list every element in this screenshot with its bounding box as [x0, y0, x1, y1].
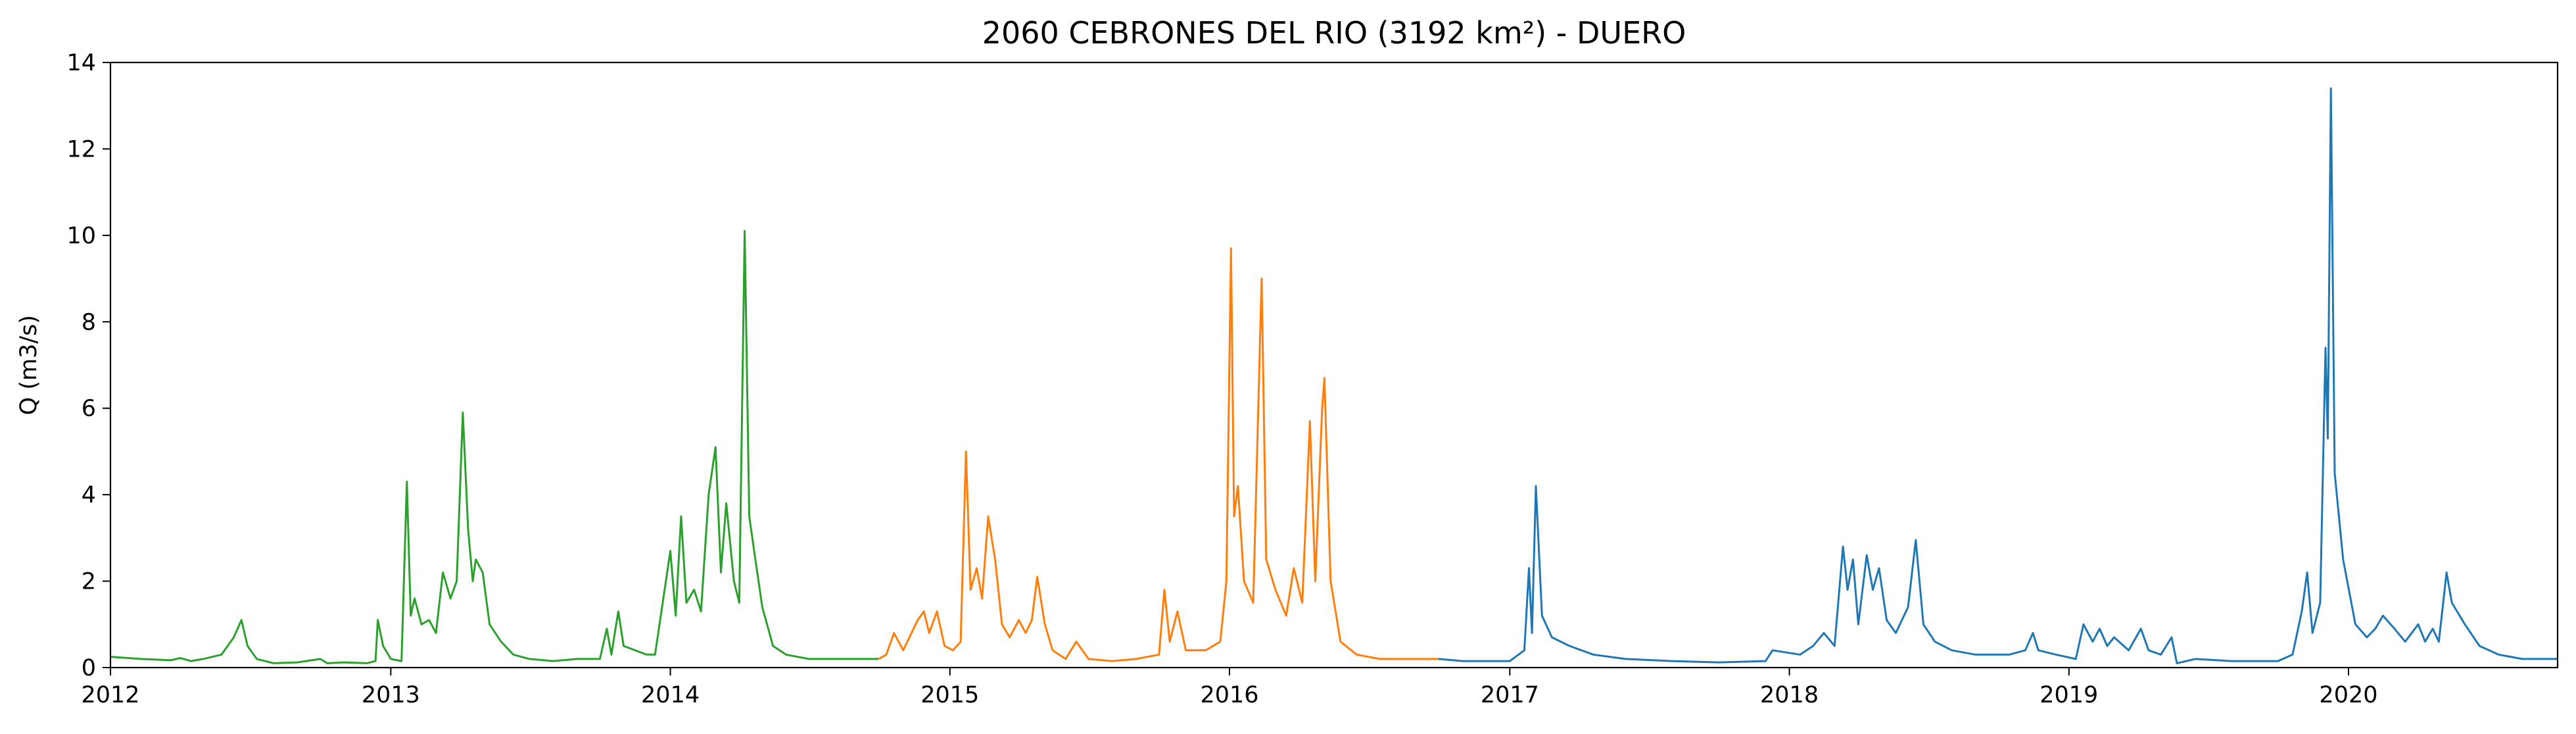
series-group	[110, 87, 2558, 664]
series-line-3	[1438, 87, 2558, 664]
x-tick-label: 2018	[1760, 682, 1819, 708]
x-tick-label: 2020	[2319, 682, 2377, 708]
y-tick-label: 2	[82, 569, 96, 595]
series-line-2	[878, 247, 1439, 662]
y-tick-label: 4	[82, 482, 96, 508]
x-tick-label: 2019	[2039, 682, 2098, 708]
plot-frame	[109, 61, 2559, 669]
chart-title: 2060 CEBRONES DEL RIO (3192 km²) - DUERO	[982, 15, 1686, 51]
y-tick-label: 6	[82, 396, 96, 422]
y-tick-label: 8	[82, 309, 96, 335]
y-tick-label: 10	[66, 223, 96, 249]
y-tick-label: 14	[66, 50, 96, 76]
x-tick-label: 2016	[1200, 682, 1258, 708]
x-tick-label: 2017	[1481, 682, 1539, 708]
series-line-1	[110, 230, 879, 664]
x-tick-label: 2013	[362, 682, 420, 708]
axes-group: 0 2 4 6 8 10 12 14 2012 2013 2014 2015 2016 2017 2018 2…	[66, 50, 2377, 708]
y-tick-label: 12	[66, 136, 96, 162]
y-tick-label: 0	[82, 655, 96, 681]
y-axis-label: Q (m3/s)	[16, 315, 42, 415]
x-tick-label: 2014	[641, 682, 700, 708]
x-tick-label: 2012	[81, 682, 139, 708]
x-tick-label: 2015	[920, 682, 979, 708]
